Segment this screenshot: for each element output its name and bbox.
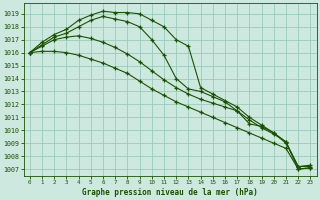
X-axis label: Graphe pression niveau de la mer (hPa): Graphe pression niveau de la mer (hPa) bbox=[82, 188, 258, 197]
